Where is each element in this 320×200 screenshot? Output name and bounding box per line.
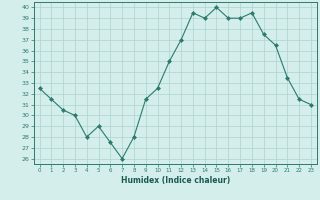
X-axis label: Humidex (Indice chaleur): Humidex (Indice chaleur) (121, 176, 230, 185)
